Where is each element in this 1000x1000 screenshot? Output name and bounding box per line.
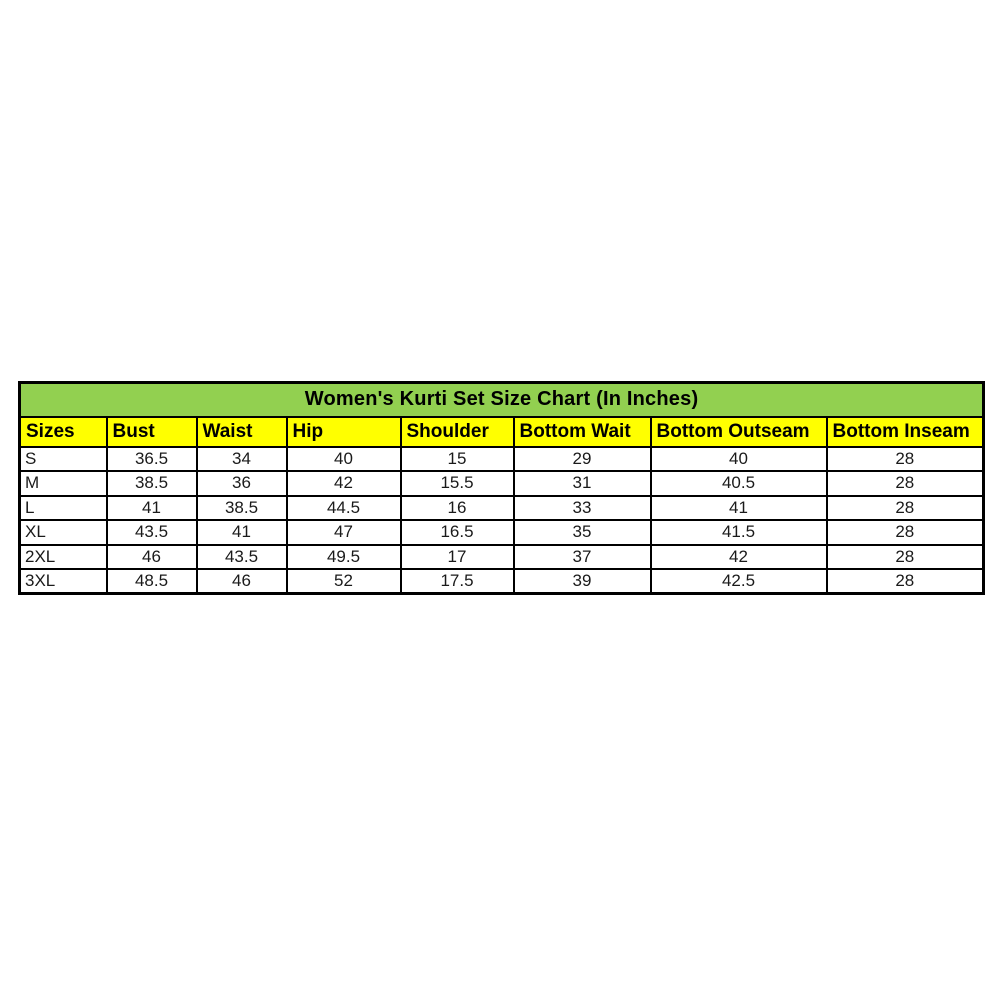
measurement-value: 44.5: [285, 494, 402, 521]
column-header: Shoulder: [399, 415, 515, 448]
measurement-value: 28: [825, 445, 985, 472]
column-header: Bottom Outseam: [649, 415, 828, 448]
column-header: Bust: [105, 415, 198, 448]
measurement-value: 46: [105, 543, 198, 570]
table-row: XL 43.5 41 47 16.5 35 41.5 28: [18, 519, 985, 546]
table-row: L 41 38.5 44.5 16 33 41 28: [18, 494, 985, 521]
measurement-value: 16: [399, 494, 515, 521]
measurement-value: 15: [399, 445, 515, 472]
size-label: XL: [18, 519, 108, 546]
size-chart: Women's Kurti Set Size Chart (In Inches)…: [18, 381, 986, 595]
size-chart-table: Women's Kurti Set Size Chart (In Inches)…: [18, 381, 986, 595]
measurement-value: 40.5: [649, 470, 828, 497]
measurement-value: 48.5: [105, 568, 198, 595]
measurement-value: 41.5: [649, 519, 828, 546]
measurement-value: 17: [399, 543, 515, 570]
table-row: S 36.5 34 40 15 29 40 28: [18, 445, 985, 472]
measurement-value: 29: [512, 445, 652, 472]
measurement-value: 41: [105, 494, 198, 521]
measurement-value: 28: [825, 543, 985, 570]
measurement-value: 36: [195, 470, 288, 497]
size-label: M: [18, 470, 108, 497]
column-header: Waist: [195, 415, 288, 448]
chart-title: Women's Kurti Set Size Chart (In Inches): [18, 381, 985, 418]
column-header: Sizes: [18, 415, 108, 448]
measurement-value: 40: [649, 445, 828, 472]
measurement-value: 41: [649, 494, 828, 521]
column-header: Hip: [285, 415, 402, 448]
measurement-value: 28: [825, 519, 985, 546]
measurement-value: 38.5: [195, 494, 288, 521]
title-row: Women's Kurti Set Size Chart (In Inches): [18, 381, 985, 418]
column-header: Bottom Wait: [512, 415, 652, 448]
measurement-value: 16.5: [399, 519, 515, 546]
measurement-value: 42: [285, 470, 402, 497]
measurement-value: 34: [195, 445, 288, 472]
measurement-value: 15.5: [399, 470, 515, 497]
measurement-value: 33: [512, 494, 652, 521]
measurement-value: 47: [285, 519, 402, 546]
measurement-value: 35: [512, 519, 652, 546]
measurement-value: 37: [512, 543, 652, 570]
size-label: 3XL: [18, 568, 108, 595]
header-row: Sizes Bust Waist Hip Shoulder Bottom Wait Bott…: [18, 415, 985, 448]
measurement-value: 42: [649, 543, 828, 570]
measurement-value: 40: [285, 445, 402, 472]
size-label: 2XL: [18, 543, 108, 570]
measurement-value: 38.5: [105, 470, 198, 497]
measurement-value: 49.5: [285, 543, 402, 570]
table-body: S 36.5 34 40 15 29 40 28 M 38.5 36 42 15.5 31 40.5 28 L 4…: [18, 445, 985, 595]
measurement-value: 42.5: [649, 568, 828, 595]
column-header: Bottom Inseam: [825, 415, 985, 448]
measurement-value: 52: [285, 568, 402, 595]
measurement-value: 28: [825, 470, 985, 497]
measurement-value: 17.5: [399, 568, 515, 595]
table-row: 2XL 46 43.5 49.5 17 37 42 28: [18, 543, 985, 570]
measurement-value: 43.5: [195, 543, 288, 570]
size-label: L: [18, 494, 108, 521]
measurement-value: 43.5: [105, 519, 198, 546]
size-label: S: [18, 445, 108, 472]
measurement-value: 31: [512, 470, 652, 497]
table-row: M 38.5 36 42 15.5 31 40.5 28: [18, 470, 985, 497]
measurement-value: 28: [825, 494, 985, 521]
measurement-value: 39: [512, 568, 652, 595]
measurement-value: 41: [195, 519, 288, 546]
measurement-value: 46: [195, 568, 288, 595]
table-row: 3XL 48.5 46 52 17.5 39 42.5 28: [18, 568, 985, 595]
measurement-value: 36.5: [105, 445, 198, 472]
measurement-value: 28: [825, 568, 985, 595]
